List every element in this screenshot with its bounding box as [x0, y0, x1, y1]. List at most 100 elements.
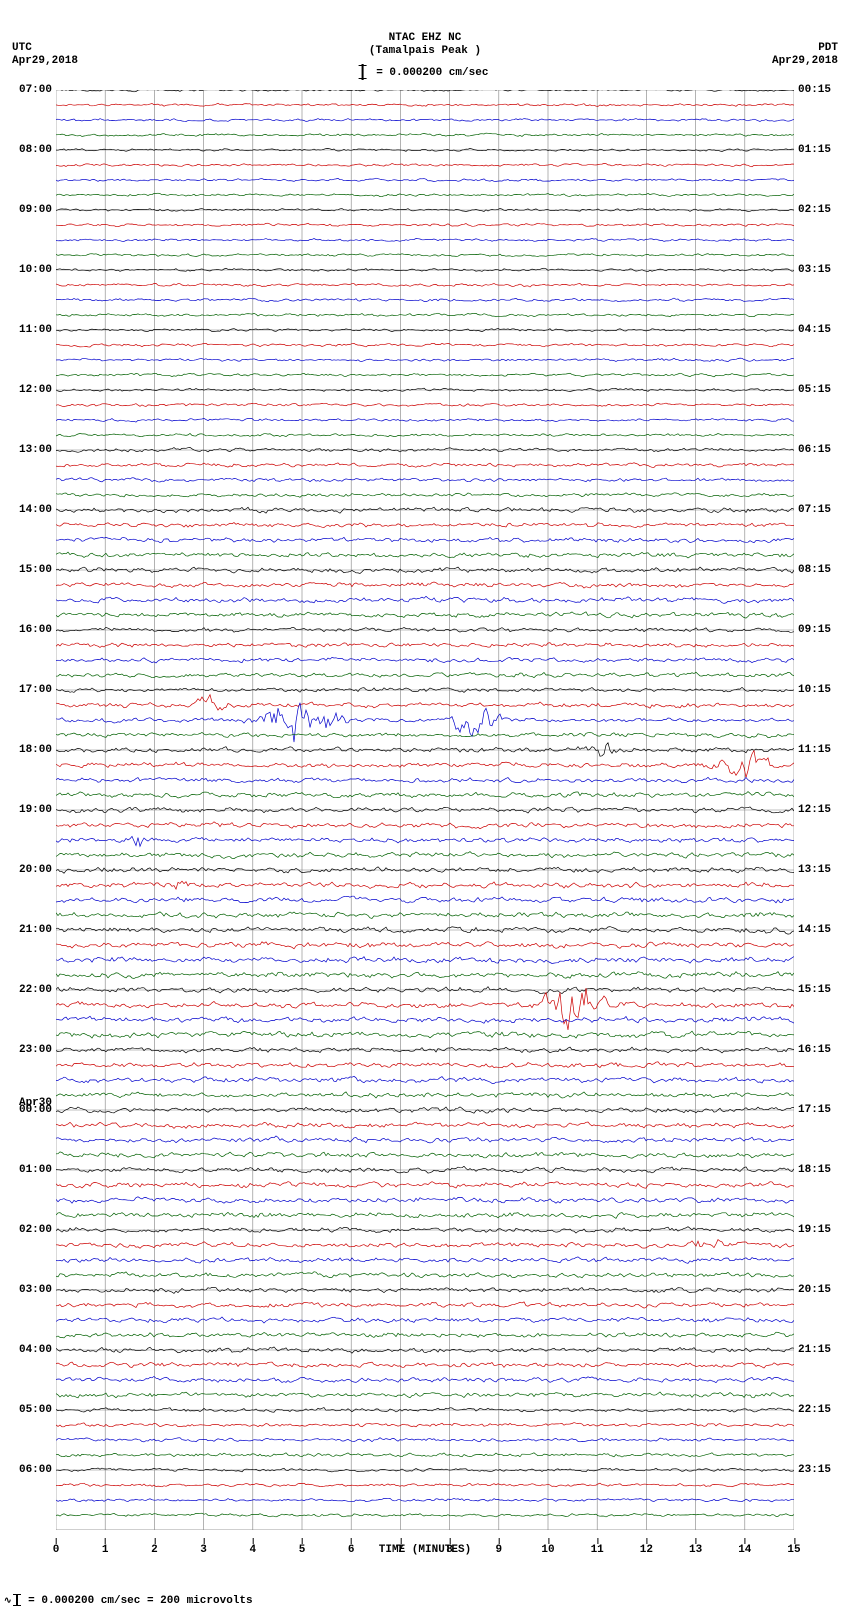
trace-row	[56, 1136, 794, 1143]
utc-hour-label: 20:00	[19, 865, 56, 876]
utc-hour-label: 16:00	[19, 625, 56, 636]
x-tick-label: 8	[446, 1544, 453, 1556]
utc-hour-label: 05:00	[19, 1405, 56, 1416]
trace-row	[56, 239, 794, 242]
trace-row	[56, 418, 794, 422]
trace-row	[56, 972, 794, 979]
trace-row	[56, 777, 794, 782]
trace-row	[56, 695, 794, 710]
pdt-hour-label: 00:15	[794, 85, 831, 96]
pdt-hour-label: 15:15	[794, 985, 831, 996]
trace-row	[56, 1498, 794, 1501]
utc-hour-label: 09:00	[19, 205, 56, 216]
x-axis: 0123456789101112131415TIME (MINUTES)	[56, 1544, 794, 1584]
pdt-hour-label: 01:15	[794, 145, 831, 156]
trace-row	[56, 493, 794, 498]
utc-hour-label: 03:00	[19, 1285, 56, 1296]
trace-row	[56, 1438, 794, 1442]
pdt-hour-label: 03:15	[794, 265, 831, 276]
trace-row	[56, 403, 794, 407]
trace-row	[56, 133, 794, 136]
trace-row	[56, 657, 794, 663]
x-tick-label: 13	[689, 1544, 702, 1556]
trace-row	[56, 732, 794, 738]
pdt-hour-label: 20:15	[794, 1285, 831, 1296]
trace-row	[56, 103, 794, 106]
trace-row	[56, 298, 794, 302]
utc-hour-label: 06:00	[19, 1465, 56, 1476]
date-right-label: Apr29,2018	[772, 55, 838, 68]
utc-hour-label: 19:00	[19, 805, 56, 816]
trace-row	[56, 1016, 794, 1023]
trace-row	[56, 1197, 794, 1203]
tz-left-label: UTC	[12, 42, 78, 55]
header-center-block: NTAC EHZ NC (Tamalpais Peak ) = 0.000200…	[362, 32, 489, 80]
trace-row	[56, 1272, 794, 1278]
utc-hour-label: 02:00	[19, 1225, 56, 1236]
seismogram-svg	[56, 90, 794, 1530]
pdt-hour-label: 02:15	[794, 205, 831, 216]
trace-row	[56, 537, 794, 542]
utc-hour-label: 13:00	[19, 445, 56, 456]
pdt-hour-label: 21:15	[794, 1345, 831, 1356]
station-subtitle: (Tamalpais Peak )	[362, 45, 489, 58]
trace-row	[56, 1076, 794, 1083]
utc-hour-label: 04:00	[19, 1345, 56, 1356]
pdt-hour-label: 04:15	[794, 325, 831, 336]
trace-row	[56, 209, 794, 212]
trace-row	[56, 119, 794, 122]
trace-row	[56, 612, 794, 618]
trace-row	[56, 1287, 794, 1293]
pdt-hour-label: 19:15	[794, 1225, 831, 1236]
trace-row	[56, 463, 794, 468]
trace-row	[56, 163, 794, 166]
trace-row	[56, 1302, 794, 1308]
trace-row	[56, 836, 794, 846]
trace-row	[56, 358, 794, 362]
scale-bar-icon	[362, 64, 364, 80]
trace-row	[56, 1362, 794, 1368]
trace-row	[56, 254, 794, 257]
trace-row	[56, 1212, 794, 1218]
footer-text: = 0.000200 cm/sec = 200 microvolts	[28, 1595, 252, 1607]
pdt-hour-label: 09:15	[794, 625, 831, 636]
pdt-hour-label: 23:15	[794, 1465, 831, 1476]
header: UTC Apr29,2018 NTAC EHZ NC (Tamalpais Pe…	[0, 0, 850, 90]
trace-row	[56, 927, 794, 935]
pdt-hour-label: 07:15	[794, 505, 831, 516]
x-tick-label: 15	[787, 1544, 800, 1556]
trace-row	[56, 1122, 794, 1128]
utc-hour-label: 11:00	[19, 325, 56, 336]
footer-scale-bar-icon	[16, 1594, 18, 1606]
pdt-hour-label: 17:15	[794, 1105, 831, 1116]
utc-hour-label: 18:00	[19, 745, 56, 756]
seismogram-page: UTC Apr29,2018 NTAC EHZ NC (Tamalpais Pe…	[0, 0, 850, 1617]
utc-hour-label: 22:00	[19, 985, 56, 996]
trace-row	[56, 552, 794, 558]
trace-row	[56, 313, 794, 317]
pdt-hour-label: 16:15	[794, 1045, 831, 1056]
x-tick-label: 11	[591, 1544, 604, 1556]
trace-row	[56, 942, 794, 949]
trace-row	[56, 988, 794, 1030]
scale-indicator: = 0.000200 cm/sec	[362, 64, 489, 80]
trace-row	[56, 792, 794, 798]
utc-hour-label: 21:00	[19, 925, 56, 936]
trace-row	[56, 373, 794, 377]
trace-row	[56, 193, 794, 196]
trace-row	[56, 1182, 794, 1189]
pdt-hour-label: 06:15	[794, 445, 831, 456]
utc-hour-label: 12:00	[19, 385, 56, 396]
trace-row	[56, 1513, 794, 1517]
trace-row	[56, 751, 794, 778]
trace-row	[56, 822, 794, 829]
trace-row	[56, 1240, 794, 1249]
pdt-hour-label: 05:15	[794, 385, 831, 396]
trace-row	[56, 582, 794, 588]
trace-row	[56, 1031, 794, 1038]
x-tick-label: 14	[738, 1544, 751, 1556]
trace-row	[56, 1152, 794, 1158]
date-left-label: Apr29,2018	[12, 55, 78, 68]
pdt-hour-label: 10:15	[794, 685, 831, 696]
trace-row	[56, 596, 794, 603]
